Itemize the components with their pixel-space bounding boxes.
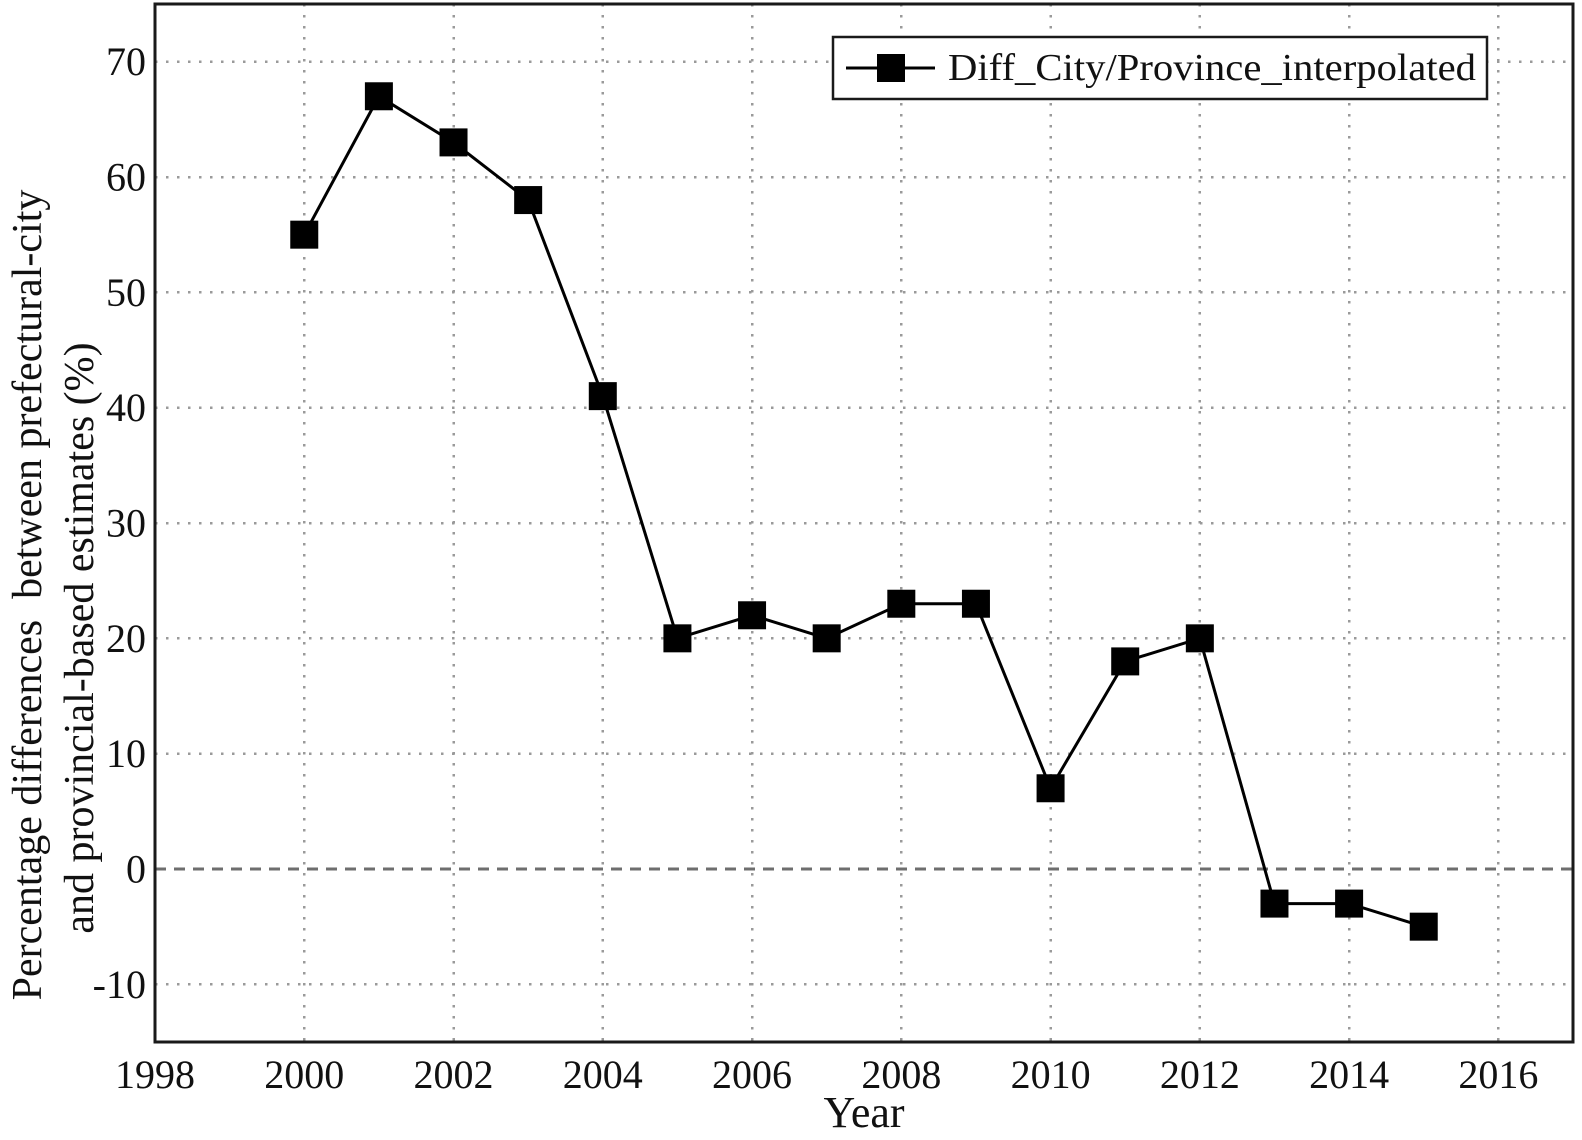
x-tick-label: 2004	[563, 1052, 643, 1097]
data-point-marker	[1036, 774, 1065, 803]
legend-marker-icon	[877, 54, 905, 82]
y-tick-label: 40	[106, 385, 146, 430]
y-tick-label: 50	[106, 270, 146, 315]
data-point-marker	[588, 382, 617, 411]
data-point-marker	[514, 186, 543, 215]
y-tick-label: -10	[93, 962, 146, 1007]
x-tick-label: 2014	[1309, 1052, 1389, 1097]
y-axis-title-line2: and provincial-based estimates (%)	[57, 342, 103, 933]
x-tick-label: 2008	[861, 1052, 941, 1097]
y-tick-label: 10	[106, 731, 146, 776]
x-tick-label: 2006	[712, 1052, 792, 1097]
data-point-marker	[812, 624, 841, 653]
x-tick-label: 2012	[1160, 1052, 1240, 1097]
series-line	[302, 94, 1425, 929]
x-axis-title: Year	[823, 1088, 904, 1137]
data-point-marker	[1335, 889, 1364, 918]
data-point-marker	[961, 589, 990, 618]
y-tick-labels: 70 60 50 40 30 20 10 0 -10	[93, 39, 146, 1007]
data-point-marker	[290, 220, 319, 249]
data-point-marker	[1409, 912, 1438, 941]
series-markers	[290, 82, 1438, 941]
x-tick-label: 2002	[414, 1052, 494, 1097]
x-tick-label: 1998	[115, 1052, 195, 1097]
data-point-marker	[738, 601, 767, 630]
y-tick-label: 30	[106, 501, 146, 546]
data-point-marker	[1111, 647, 1140, 676]
data-point-marker	[364, 82, 393, 111]
gridlines	[155, 4, 1573, 1042]
y-tick-label: 70	[106, 39, 146, 84]
y-tick-label: 0	[126, 847, 146, 892]
data-point-marker	[887, 589, 916, 618]
legend-label: Diff_City/Province_interpolated	[948, 47, 1476, 89]
y-tick-label: 20	[106, 616, 146, 661]
x-tick-label: 2016	[1458, 1052, 1538, 1097]
x-tick-label: 2000	[264, 1052, 344, 1097]
x-tick-labels: 1998 2000 2002 2004 2006 2008 2010 2012 2014 2016	[115, 1052, 1538, 1097]
legend-box	[831, 35, 1489, 101]
x-tick-label: 2010	[1011, 1052, 1091, 1097]
data-point-marker	[1185, 624, 1214, 653]
data-point-marker	[663, 624, 692, 653]
data-point-marker	[439, 128, 468, 157]
y-axis-title-line1: Percentage differences between prefectur…	[5, 190, 51, 1001]
legend: Diff_City/Province_interpolated	[831, 35, 1489, 101]
data-point-marker	[1260, 889, 1289, 918]
plot-border	[153, 2, 1575, 1044]
y-tick-label: 60	[106, 155, 146, 200]
